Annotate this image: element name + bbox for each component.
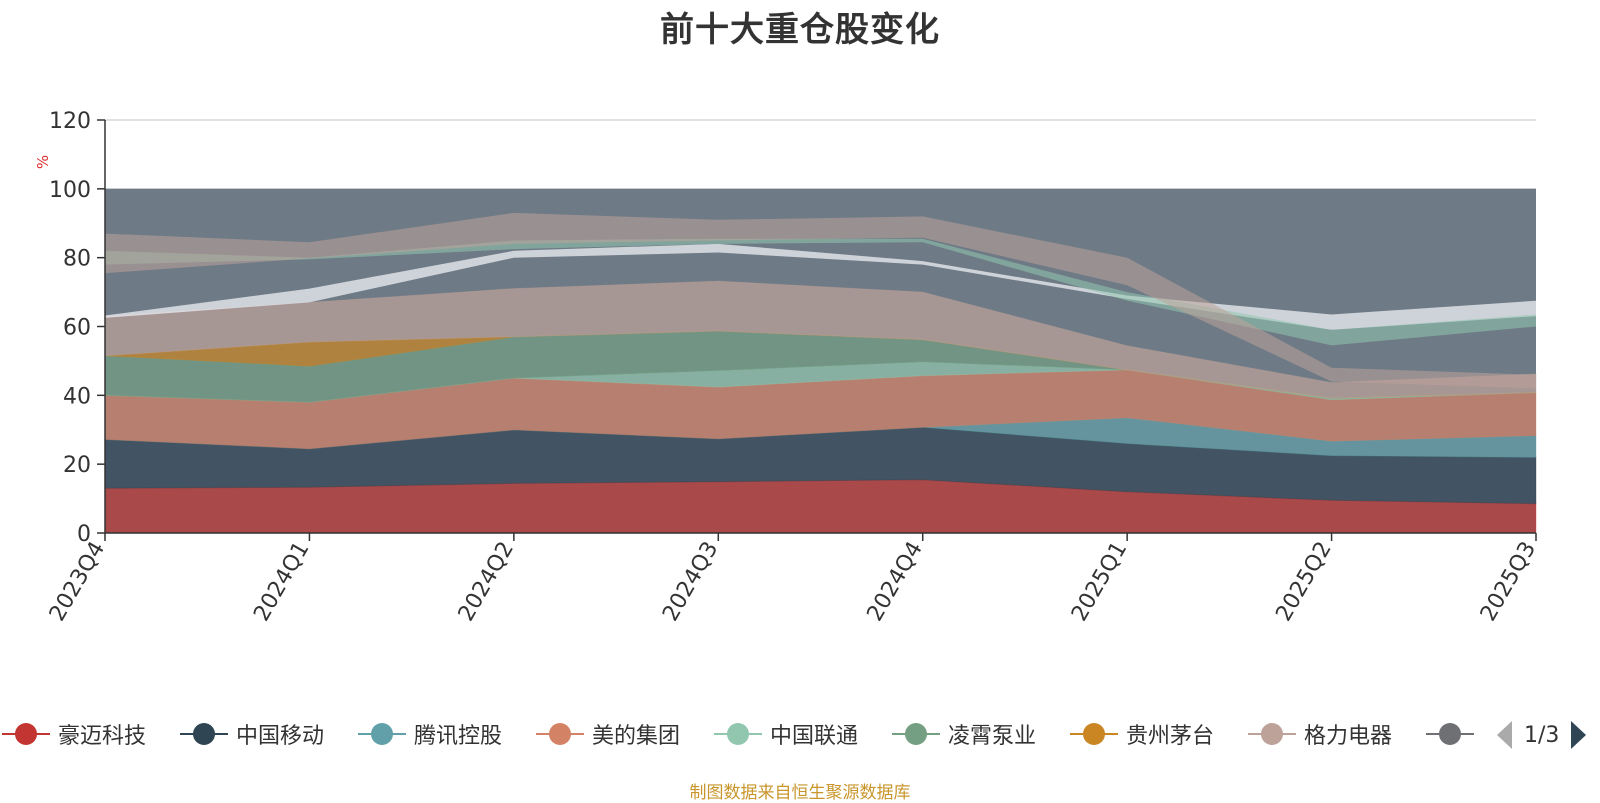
legend-label: 美的集团 [592,724,681,749]
legend-item[interactable]: 福耀玻璃 [1424,716,1482,752]
triangle-left-icon[interactable] [1494,718,1518,752]
y-tick-label: 60 [63,316,91,341]
x-tick-label: 2024Q2 [454,538,519,626]
legend-marker-icon [1248,723,1296,745]
legend-label: 中国移动 [236,724,325,749]
legend-label: 腾讯控股 [414,724,503,749]
x-tick-label: 2025Q3 [1476,538,1541,626]
legend-item[interactable]: 贵州茅台 [1068,716,1214,752]
legend-item[interactable]: 凌霄泵业 [890,716,1036,752]
legend-page-indicator: 1/3 [1524,722,1560,748]
y-tick-label: 0 [77,522,91,547]
legend-marker-icon [1426,723,1474,745]
triangle-right-icon[interactable] [1565,718,1589,752]
legend-label: 中国联通 [770,724,859,749]
legend-label: 贵州茅台 [1126,724,1215,749]
legend-item[interactable]: 美的集团 [534,716,680,752]
data-source-note: 制图数据来自恒生聚源数据库 [689,783,911,803]
x-tick-label: 2025Q1 [1067,538,1132,626]
y-tick-label: 20 [63,453,91,478]
x-tick-label: 2024Q1 [249,538,314,626]
x-tick-label: 2024Q4 [863,538,928,626]
legend-item[interactable]: 豪迈科技 [0,716,146,752]
legend-pager: 1/3 [1494,718,1589,752]
legend-label: 凌霄泵业 [948,724,1037,749]
x-tick-label: 2025Q2 [1271,538,1336,626]
y-tick-label: 100 [49,178,91,203]
legend-marker-icon [358,723,406,745]
legend-marker-icon [536,723,584,745]
overlay-band-teal [105,238,1536,346]
legend-label: 格力电器 [1304,724,1393,749]
legend-marker-icon [714,723,762,745]
x-tick-label: 2024Q3 [658,538,723,626]
area-series-layer [104,212,1537,534]
legend-marker-icon [2,723,50,745]
y-tick-label: 40 [63,384,91,409]
y-tick-label: 120 [49,109,91,134]
overlay-band-rose [105,212,1536,389]
legend-marker-icon [892,723,940,745]
legend-item[interactable]: 中国联通 [712,716,858,752]
y-axis-unit-label: % [34,155,52,169]
y-tick-label: 80 [63,247,91,272]
legend-item[interactable]: 中国移动 [178,716,324,752]
legend-marker-icon [1070,723,1118,745]
chart-title: 前十大重仓股变化 [660,10,940,50]
overlay-band-light [105,243,1536,330]
x-tick-label: 2023Q4 [45,538,110,626]
area-series-3 [104,417,1537,458]
legend-item[interactable]: 格力电器 [1246,716,1392,752]
legend: 豪迈科技 中国移动 腾讯控股 美的集团 中国联通 凌霄泵业 贵州茅台 格力电器 福耀玻璃 [0,716,1482,752]
area-series-8 [104,280,1537,399]
legend-label: 豪迈科技 [58,724,147,749]
legend-marker-icon [180,723,228,745]
legend-item[interactable]: 腾讯控股 [356,716,502,752]
